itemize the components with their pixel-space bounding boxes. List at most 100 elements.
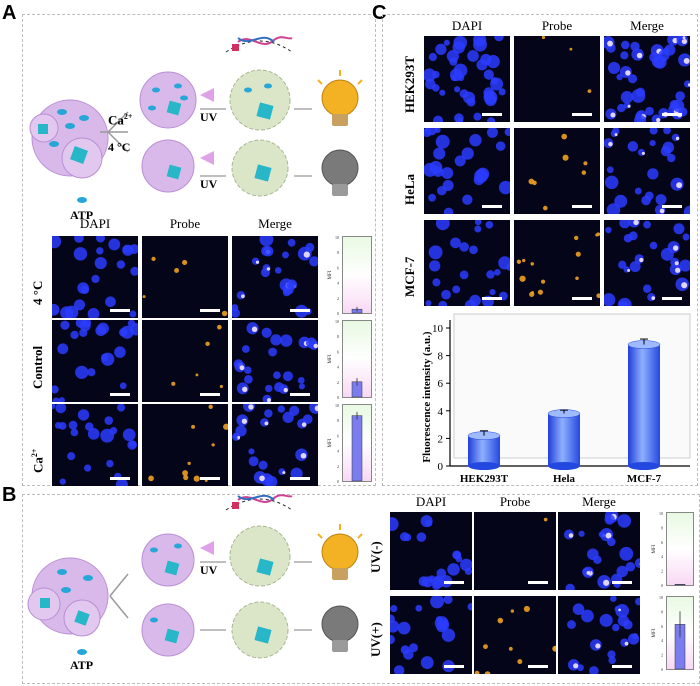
column-header-dapi: DAPI (79, 216, 111, 231)
scale-bar (662, 205, 682, 208)
micrograph-probe (142, 320, 228, 402)
scale-bar (612, 581, 632, 584)
mfi-tick-label: 0 (337, 311, 339, 316)
micrograph-probe (474, 512, 556, 590)
scale-bar (290, 477, 310, 480)
micrograph-dapi (390, 512, 472, 590)
micrograph-probe (514, 128, 600, 214)
mfi-tick-label: 0 (337, 479, 339, 484)
scale-bar (110, 309, 130, 312)
mfi-tick-label: 8 (661, 609, 663, 614)
column-header-merge: Merge (630, 18, 664, 33)
panel-b-letter: B (2, 484, 17, 506)
uv-label-b: UV (200, 563, 218, 577)
scale-bar (482, 205, 502, 208)
temp-label: 4 °C (108, 140, 131, 154)
column-header-dapi: DAPI (415, 494, 447, 509)
row-label: Control (30, 345, 45, 389)
scale-bar (444, 665, 464, 668)
column-header-merge: Merge (258, 216, 292, 231)
mfi-tick-label: 0 (661, 583, 663, 588)
scale-bar (200, 393, 220, 396)
mfi-bar (351, 415, 363, 482)
mfi-axis-label: MFI (652, 628, 657, 637)
micrograph-dapi (424, 36, 510, 122)
micrograph-dapi (52, 236, 138, 318)
mfi-tick-label: 6 (337, 349, 339, 354)
mfi-tick-label: 2 (337, 296, 339, 301)
row-label: Ca2+ (30, 448, 46, 473)
row-label: MCF-7 (402, 256, 417, 297)
mfi-tick-label: 8 (661, 525, 663, 530)
mfi-tick-label: 2 (337, 380, 339, 385)
mfi-tick-label: 4 (337, 281, 339, 286)
scale-bar (482, 113, 502, 116)
row-label: HEK293T (402, 55, 417, 113)
row-label: UV(-) (368, 541, 383, 573)
row-label: HeLa (402, 173, 417, 205)
column-header-merge: Merge (582, 494, 616, 509)
micrograph-merge (604, 220, 690, 306)
scale-bar (528, 581, 548, 584)
micrograph-dapi (390, 596, 472, 674)
micrograph-dapi (52, 320, 138, 402)
ca-label: Ca2+ (108, 112, 133, 128)
column-header-probe: Probe (499, 494, 531, 509)
micrograph-probe (474, 596, 556, 674)
scale-bar (612, 665, 632, 668)
mfi-tick-label: 4 (661, 638, 663, 643)
column-header-probe: Probe (541, 18, 573, 33)
scale-bar (110, 477, 130, 480)
scale-bar (200, 309, 220, 312)
mfi-tick-label: 10 (335, 235, 339, 240)
micrograph-merge (232, 404, 318, 486)
scale-bar (290, 393, 310, 396)
mfi-tick-label: 6 (661, 540, 663, 545)
mfi-tick-label: 6 (337, 265, 339, 270)
mfi-tick-label: 10 (659, 595, 663, 600)
mfi-tick-label: 6 (661, 624, 663, 629)
scale-bar (482, 297, 502, 300)
uv-label-bottom: UV (200, 177, 218, 191)
mfi-tick-label: 0 (337, 395, 339, 400)
mfi-tick-label: 10 (335, 403, 339, 408)
uv-label-top: UV (200, 110, 218, 124)
mfi-tick-label: 2 (661, 653, 663, 658)
micrograph-merge (604, 36, 690, 122)
micrograph-dapi (52, 404, 138, 486)
mfi-plot: 10 8 6 4 2 0 MFI (652, 511, 694, 588)
mfi-tick-label: 10 (659, 511, 663, 516)
mfi-tick-label: 2 (661, 569, 663, 574)
atp-label-b: ATP (70, 658, 94, 672)
scale-bar (290, 309, 310, 312)
scale-bar (110, 393, 130, 396)
scale-bar (662, 297, 682, 300)
mfi-axis-label: MFI (328, 270, 333, 279)
mfi-tick-label: 0 (661, 667, 663, 672)
micrograph-dapi (424, 220, 510, 306)
mfi-tick-label: 4 (337, 365, 339, 370)
scale-bar (662, 113, 682, 116)
scale-bar (200, 477, 220, 480)
panel-a-letter: A (2, 2, 17, 24)
mfi-axis-label: MFI (652, 544, 657, 553)
scale-bar (572, 297, 592, 300)
mfi-tick-label: 2 (337, 464, 339, 469)
micrograph-probe (142, 236, 228, 318)
micrograph-merge (232, 236, 318, 318)
mfi-tick-label: 8 (337, 250, 339, 255)
scale-bar (572, 205, 592, 208)
scale-bar (572, 113, 592, 116)
mfi-plot: 10 8 6 4 2 0 MFI (328, 235, 372, 316)
micrograph-probe (514, 36, 600, 122)
micrograph-merge (558, 596, 640, 674)
micrograph-merge (604, 128, 690, 214)
micrograph-dapi (424, 128, 510, 214)
column-header-dapi: DAPI (451, 18, 483, 33)
mfi-tick-label: 8 (337, 418, 339, 423)
micrograph-merge (232, 320, 318, 402)
mfi-plot: 10 8 6 4 2 0 MFI (328, 319, 372, 400)
mfi-axis-label: MFI (328, 438, 333, 447)
panel-c-frame (382, 14, 698, 486)
micrograph-probe (514, 220, 600, 306)
